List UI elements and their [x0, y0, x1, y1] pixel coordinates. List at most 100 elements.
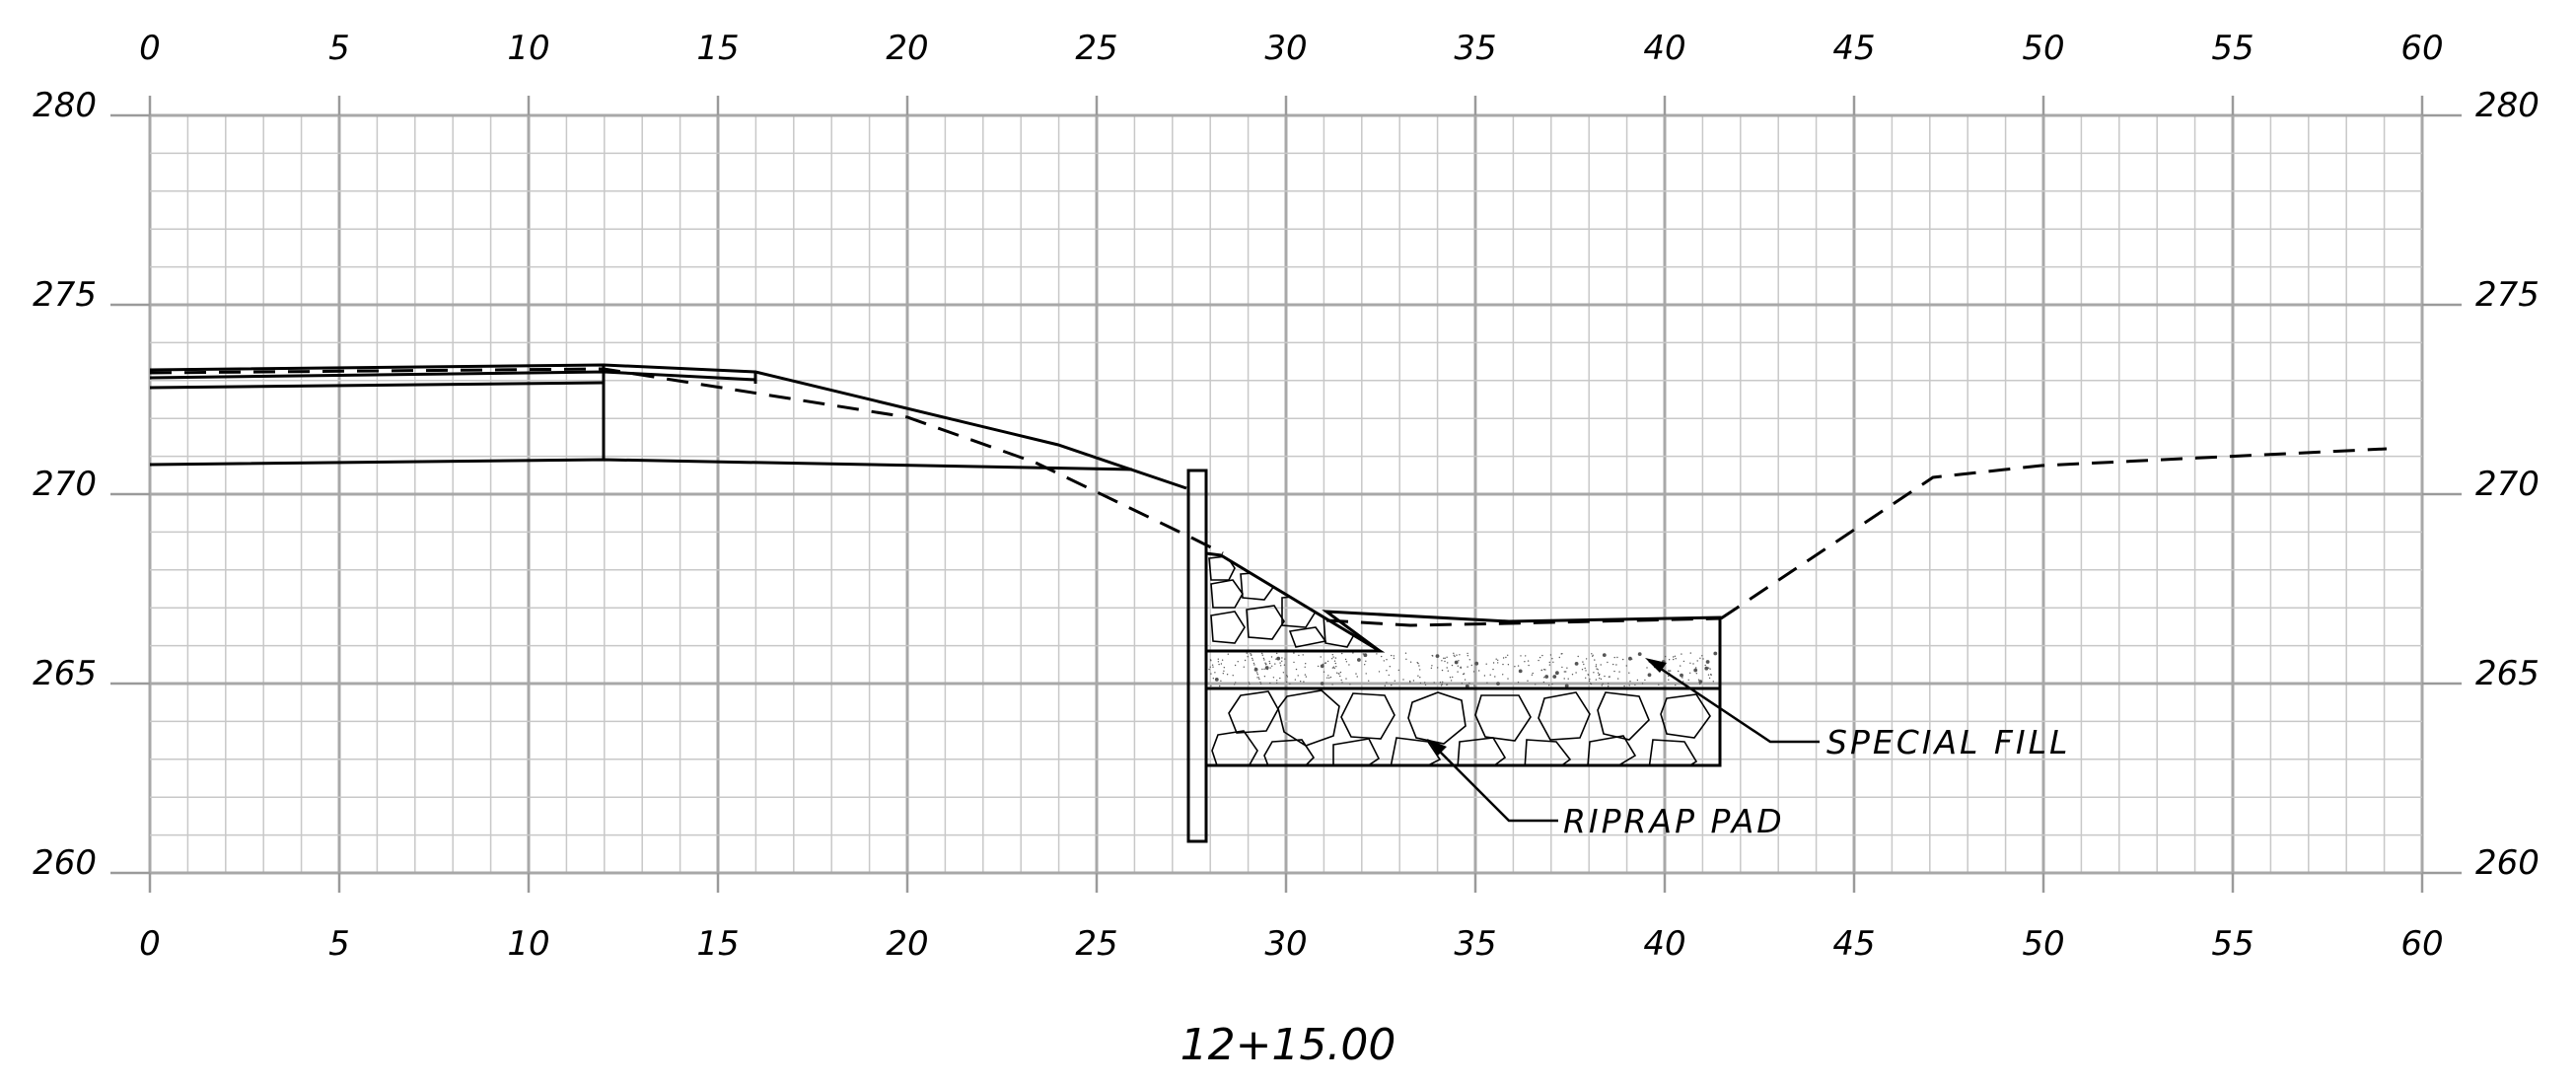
stipple-dot: [1222, 673, 1225, 675]
stipple-dot: [1707, 667, 1710, 669]
y-tick-label: 265: [33, 654, 97, 693]
stipple-dot: [1417, 675, 1419, 677]
stipple-dot: [1261, 668, 1263, 671]
special-fill-label: SPECIAL FILL: [1826, 723, 2070, 761]
stipple-dot: [1583, 663, 1585, 666]
subgrade-line: [149, 458, 1133, 471]
stipple-dot: [1541, 654, 1543, 657]
y-axis-right-labels: 280 275 270 265 260: [2475, 86, 2540, 883]
stipple-dot: [1574, 662, 1579, 666]
stipple-dot: [1227, 653, 1230, 655]
x-tick-label: 35: [1454, 29, 1496, 68]
stipple-dot: [1456, 662, 1458, 664]
stipple-dot: [1302, 654, 1304, 656]
stipple-dot: [1331, 658, 1333, 660]
stipple-dot: [1256, 674, 1259, 676]
y-tick-label: 280: [33, 86, 97, 125]
stipple-dot: [1563, 678, 1565, 680]
stipple-dot: [1608, 686, 1610, 687]
stipple-dot: [1442, 681, 1444, 684]
x-tick-label: 55: [2211, 29, 2254, 68]
stipple-dot: [1383, 660, 1386, 662]
stipple-dot: [1474, 661, 1479, 666]
x-tick-label: 55: [2211, 924, 2254, 964]
stipple-dot: [1608, 676, 1610, 678]
stipple-dot: [1593, 672, 1595, 674]
riprap-pad-arrowhead: [1427, 739, 1447, 756]
stipple-dot: [1454, 655, 1456, 658]
stipple-dot: [1628, 685, 1630, 687]
x-tick-label: 5: [328, 924, 350, 964]
grid: [148, 113, 2424, 875]
stipple-dot: [1441, 669, 1444, 672]
stipple-dot: [1446, 667, 1448, 669]
stipple-dot: [1297, 675, 1299, 677]
stipple-dot: [1589, 678, 1591, 681]
stipple-dot: [1709, 668, 1711, 670]
stipple-dot: [1264, 662, 1266, 664]
stipple-dot: [1564, 684, 1569, 688]
base-layer-line: [149, 381, 605, 390]
stipple-dot: [1524, 661, 1526, 663]
stipple-dot: [1517, 665, 1520, 667]
stipple-dot: [1682, 660, 1685, 663]
stipple-dot: [1602, 683, 1604, 685]
stipple-dot: [1446, 684, 1448, 686]
stipple-dot: [1548, 661, 1551, 664]
stipple-dot: [1334, 657, 1337, 659]
stipple-dot: [1567, 678, 1569, 680]
x-tick-label: 60: [2400, 924, 2443, 964]
riprap-pad-leader: [1429, 741, 1558, 823]
x-tick-label: 30: [1264, 29, 1307, 68]
x-tick-label: 50: [2022, 29, 2064, 68]
stipple-dot: [1613, 656, 1615, 659]
stipple-dot: [1286, 676, 1289, 678]
stipple-dot: [1443, 657, 1445, 659]
stipple-dot: [1587, 674, 1590, 676]
x-tick-label: 15: [696, 29, 739, 68]
stipple-dot: [1295, 668, 1298, 671]
stipple-dot: [1217, 661, 1220, 663]
stipple-dot: [1409, 682, 1411, 684]
riprap-pad-label: RIPRAP PAD: [1563, 802, 1785, 840]
stipple-dot: [1674, 655, 1677, 657]
stipple-dot: [1391, 654, 1393, 657]
callout-special-fill: SPECIAL FILL: [1645, 658, 2070, 761]
riprap-pad-stones: [1211, 689, 1711, 765]
stipple-dot: [1279, 662, 1281, 664]
existing-ground-right-line: [1720, 447, 2388, 620]
x-tick-label: 10: [507, 29, 549, 68]
stipple-dot: [1439, 682, 1442, 684]
stipple-dot: [1692, 663, 1694, 665]
stipple-dot: [1251, 654, 1252, 656]
stipple-dot: [1595, 679, 1598, 681]
stipple-dot: [1532, 672, 1534, 675]
stipple-dot: [1221, 659, 1224, 661]
stipple-dot: [1234, 664, 1237, 667]
stipple-dot: [1494, 676, 1496, 678]
stipple-dot: [1563, 671, 1566, 673]
stipple-dot: [1357, 658, 1361, 662]
stipple-dot: [1695, 673, 1698, 675]
stipple-dot: [1497, 659, 1499, 661]
stipple-dot: [1298, 654, 1300, 657]
stipple-dot: [1256, 677, 1258, 679]
stipple-dot: [1600, 664, 1602, 666]
stipple-dot: [1253, 664, 1255, 666]
stipple-dot: [1430, 667, 1433, 669]
stipple-dot: [1612, 663, 1614, 666]
stipple-dot: [1472, 671, 1475, 673]
stipple-dot: [1356, 676, 1358, 678]
stipple-dot: [1464, 679, 1467, 681]
stipple-dot: [1293, 661, 1295, 664]
stipple-dot: [1405, 658, 1407, 660]
stipple-dot: [1457, 671, 1459, 673]
stipple-dot: [1673, 658, 1675, 661]
stipple-dot: [1417, 662, 1419, 665]
x-tick-label: 20: [886, 29, 928, 68]
stipple-dot: [1492, 668, 1494, 671]
stipple-dot: [1331, 654, 1334, 656]
stipple-dot: [1561, 666, 1563, 669]
stipple-dot: [1270, 656, 1273, 658]
